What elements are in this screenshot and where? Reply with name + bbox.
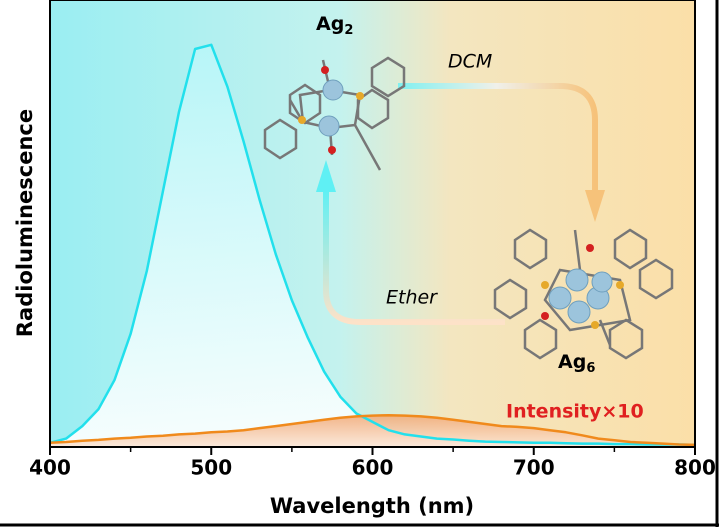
arrow-head (585, 190, 605, 222)
o-atom (321, 66, 329, 74)
annotation: Ag6 (558, 351, 595, 376)
area (50, 415, 695, 447)
ag-atom (548, 286, 572, 310)
area (50, 44, 695, 448)
x-tick-label: 400 (29, 456, 71, 480)
o-atom (541, 312, 549, 320)
data-layer (49, 43, 696, 448)
line (49, 413, 696, 447)
x-tick-label: 800 (674, 456, 716, 480)
ag-atom (322, 79, 344, 101)
ag-atom (565, 268, 589, 292)
ag-atom (567, 300, 591, 324)
ag-atom (318, 115, 340, 137)
x-tick-label: 500 (190, 456, 232, 480)
p-atom (356, 92, 364, 100)
p-atom (616, 281, 624, 289)
ag-atom (591, 271, 613, 293)
o-atom (586, 244, 594, 252)
y-axis-label: Radioluminescence (13, 109, 37, 337)
annotation: Ag2 (316, 13, 353, 38)
arrow-dcm (398, 83, 598, 190)
x-tick-label: 700 (513, 456, 555, 480)
o-atom (328, 146, 336, 154)
ag6-structure (493, 228, 674, 360)
x-tick-label: 600 (352, 456, 394, 480)
line (49, 43, 696, 447)
x-axis-label: Wavelength (nm) (270, 494, 474, 518)
annotation: Intensity×10 (506, 401, 644, 423)
annotation: Ether (386, 287, 438, 309)
p-atom (541, 281, 549, 289)
p-atom (298, 116, 306, 124)
ag2-structure (263, 56, 406, 171)
arrow-head (316, 160, 336, 192)
annotation: DCM (448, 51, 492, 73)
p-atom (591, 321, 599, 329)
arrow-ether (323, 190, 505, 325)
